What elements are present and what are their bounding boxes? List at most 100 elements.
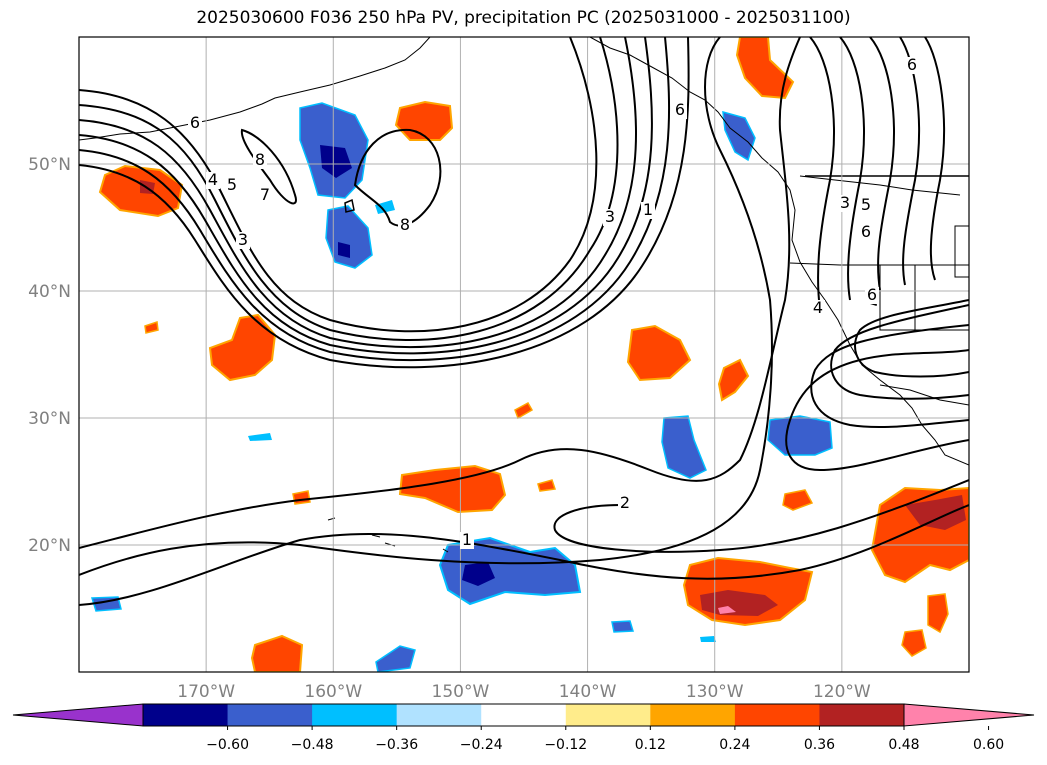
contour-label-bg: [253, 152, 267, 169]
pc-positive-region: [626, 324, 692, 382]
contour-label-bg: [258, 187, 272, 204]
pc-negative-core: [338, 242, 350, 258]
colorbar-tick-label: 0.36: [804, 737, 835, 753]
pc-negative-region: [325, 205, 373, 269]
pc-positive-region: [394, 100, 454, 141]
colorbar-tick-label: −0.24: [460, 737, 503, 753]
colorbar-swatch: [734, 704, 820, 726]
longitude-tick-labels: 170°W 160°W 150°W 140°W 130°W 120°W: [177, 682, 871, 702]
pc-negative-region: [722, 110, 756, 162]
colorbar-swatch: [650, 704, 736, 726]
colorbar-tick-label: −0.12: [544, 737, 587, 753]
pc-negative-region: [767, 415, 833, 456]
contour-label-bg: [460, 532, 474, 549]
contour-label: 3: [238, 230, 248, 249]
contour-label: 8: [255, 150, 265, 169]
contour-label: 3: [605, 207, 615, 226]
lon-tick-label: 140°W: [559, 682, 617, 702]
colorbar-swatch: [143, 704, 229, 726]
pc-negative-core: [320, 145, 352, 178]
colorbar-swatch: [396, 704, 482, 726]
pc-negative-small: [375, 200, 395, 214]
contour-label: 6: [867, 285, 877, 304]
colorbar: [12, 703, 1035, 727]
contour-label: 6: [907, 55, 917, 74]
pc-negative-small: [700, 636, 716, 642]
contour-label-bg: [603, 209, 617, 226]
colorbar-swatch: [565, 704, 651, 726]
pc-positive-small: [537, 479, 556, 492]
contour-label: 6: [861, 222, 871, 241]
contour-label-bg: [859, 197, 873, 214]
contour-label-bg: [236, 232, 250, 249]
contour-label: 1: [462, 530, 472, 549]
contour-label-bg: [865, 287, 879, 304]
colorbar-tick-label: −0.60: [206, 737, 249, 753]
contour-label: 7: [260, 185, 270, 204]
colorbar-swatch: [819, 704, 905, 726]
lat-tick-label: 20°N: [28, 536, 71, 556]
colorbar-tick-label: 0.48: [888, 737, 919, 753]
colorbar-extend-high: [903, 703, 1035, 727]
lat-tick-label: 50°N: [28, 155, 71, 175]
contour-label-bg: [905, 57, 919, 74]
contour-label: 8: [400, 215, 410, 234]
contour-label: 2: [620, 493, 630, 512]
pc-negative-region: [611, 620, 634, 633]
colorbar-swatch: [481, 704, 567, 726]
pc-positive-region: [735, 37, 795, 100]
colorbar-tick-label: 0.60: [973, 737, 1004, 753]
lat-tick-label: 30°N: [28, 409, 71, 429]
pc-positive-region: [398, 464, 507, 514]
colorbar-tick-label: 0.24: [719, 737, 750, 753]
pc-negative-region: [438, 536, 582, 606]
precip-pc-fills: [90, 37, 969, 672]
lon-tick-label: 120°W: [813, 682, 871, 702]
contour-label-bg: [188, 115, 202, 132]
colorbar-outline: [142, 703, 905, 727]
pc-positive-core: [905, 495, 966, 530]
contour-label-bg: [398, 217, 412, 234]
contour-label: 1: [643, 200, 653, 219]
contour-label: 6: [675, 100, 685, 119]
pc-negative-region: [661, 415, 707, 479]
lon-tick-label: 170°W: [177, 682, 235, 702]
colorbar-swatch: [227, 704, 313, 726]
colorbar-tick-label: 0.12: [635, 737, 666, 753]
pc-positive-region: [717, 358, 750, 402]
contour-label-bg: [618, 495, 632, 512]
lat-tick-label: 40°N: [28, 282, 71, 302]
pv-contours: [79, 37, 969, 606]
pc-positive-region: [250, 634, 304, 672]
map-frame: [78, 36, 970, 673]
pc-positive-small: [144, 320, 159, 334]
contour-label: 6: [190, 113, 200, 132]
pc-positive-small: [514, 401, 534, 420]
contour-label: 4: [208, 170, 218, 189]
contour-label-bg: [673, 102, 687, 119]
coastlines: [79, 37, 969, 553]
lon-tick-label: 150°W: [432, 682, 490, 702]
lon-tick-label: 130°W: [686, 682, 744, 702]
colorbar-tick-labels: −0.60 −0.48 −0.36 −0.24 −0.12 0.12 0.24 0.36 0.4…: [206, 726, 1004, 753]
colorbar-tick-label: −0.36: [375, 737, 418, 753]
latitude-tick-labels: 20°N 30°N 40°N 50°N: [28, 155, 71, 556]
contour-label-bg: [206, 172, 220, 189]
pc-positive-small: [927, 593, 949, 634]
pc-positive-small: [782, 489, 814, 511]
colorbar-swatch: [312, 704, 398, 726]
contour-label: 3: [840, 193, 850, 212]
pc-negative-core: [462, 562, 495, 586]
contour-label: 5: [227, 175, 237, 194]
pc-positive-small: [901, 629, 927, 657]
contour-label-bg: [225, 177, 239, 194]
chart-title: 2025030600 F036 250 hPa PV, precipitatio…: [196, 8, 851, 28]
pc-positive-region: [208, 313, 277, 382]
lon-tick-label: 160°W: [304, 682, 362, 702]
pc-positive-peak: [718, 606, 736, 614]
pc-positive-small: [292, 490, 311, 505]
contour-label: 5: [861, 195, 871, 214]
contour-label-bg: [641, 202, 655, 219]
contour-label-bg: [838, 195, 852, 212]
